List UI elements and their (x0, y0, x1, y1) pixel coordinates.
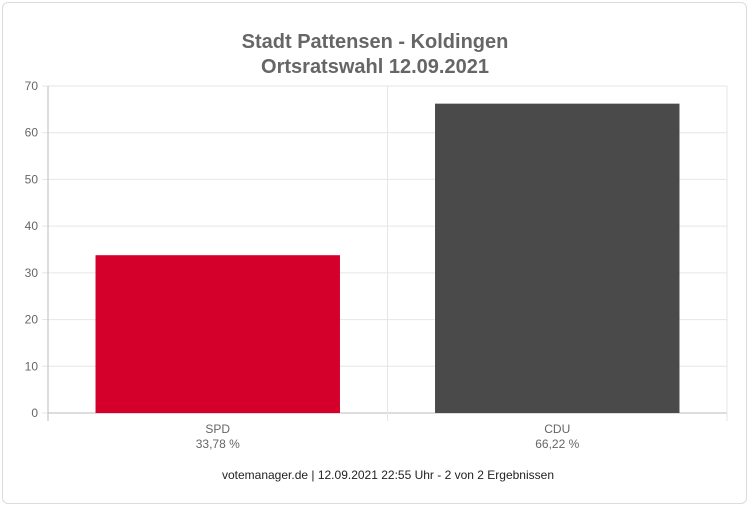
chart-title: Stadt Pattensen - Koldingen (242, 31, 509, 53)
chart-subtitle: Ortsratswahl 12.09.2021 (261, 56, 489, 78)
y-tick-label: 10 (25, 359, 39, 373)
y-tick-label: 20 (25, 313, 39, 327)
bars (95, 103, 680, 414)
chart-footer: votemanager.de | 12.09.2021 22:55 Uhr - … (222, 468, 554, 482)
x-category-label: SPD (205, 422, 230, 436)
x-category-percent-label: 33,78 % (196, 437, 240, 451)
y-tick-label: 30 (25, 266, 39, 280)
bar-spd (95, 255, 340, 413)
y-tick-label: 70 (25, 79, 39, 93)
x-category-label: CDU (544, 422, 570, 436)
y-tick-label: 50 (25, 172, 39, 186)
y-tick-label: 60 (25, 126, 39, 140)
bar-cdu (435, 103, 680, 414)
y-tick-label: 0 (31, 406, 38, 420)
y-tick-label: 40 (25, 219, 39, 233)
x-category-percent-label: 66,22 % (535, 437, 579, 451)
